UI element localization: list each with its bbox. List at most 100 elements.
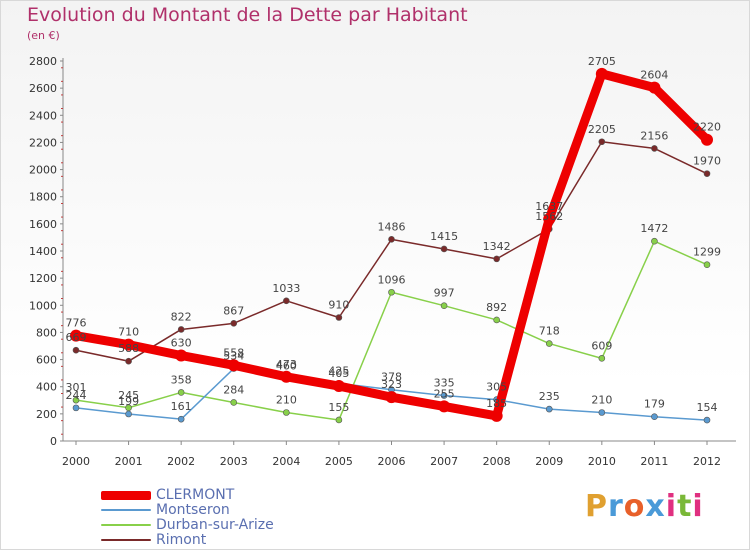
data-label: 1299: [693, 246, 721, 259]
data-label: 185: [486, 397, 507, 410]
y-tick-label: 800: [36, 326, 57, 339]
data-point: [595, 67, 608, 80]
data-label: 997: [434, 287, 455, 300]
chart-subtitle: (en €): [27, 29, 60, 42]
data-label: 154: [697, 401, 718, 414]
logo-letter: o: [623, 489, 646, 524]
series-line-rimont: [75, 141, 708, 362]
data-point: [227, 359, 240, 372]
y-tick-label: 1600: [29, 218, 57, 231]
legend-label: CLERMONT: [156, 487, 235, 503]
data-label: 1033: [272, 282, 300, 295]
data-label: 155: [328, 401, 349, 414]
data-point: [438, 400, 451, 413]
data-label: 2220: [693, 121, 721, 134]
data-label: 892: [486, 301, 507, 314]
data-point: [703, 416, 711, 424]
data-point: [598, 355, 606, 362]
y-tick-label: 2800: [29, 55, 57, 68]
y-tick-label: 0: [50, 435, 57, 448]
data-label: 425: [328, 364, 349, 377]
data-point: [125, 357, 132, 365]
data-point: [598, 138, 606, 146]
logo-letter: r: [608, 489, 624, 524]
data-point: [125, 410, 132, 418]
data-label: 179: [644, 398, 665, 411]
data-label: 1637: [535, 200, 563, 213]
data-point: [385, 391, 398, 404]
data-label: 358: [171, 373, 192, 386]
data-point: [440, 302, 448, 309]
y-tick-label: 2400: [29, 109, 57, 122]
x-tick-label: 2012: [693, 455, 721, 468]
legend-swatch: [101, 490, 151, 500]
x-tick-label: 2011: [640, 455, 668, 468]
x-tick-label: 2002: [167, 455, 195, 468]
x-tick-label: 2003: [220, 455, 248, 468]
logo-letter: t: [677, 489, 693, 524]
y-tick-label: 2000: [29, 164, 57, 177]
proxiti-logo: Proxiti: [585, 489, 704, 524]
data-label: 284: [223, 383, 244, 396]
x-tick-label: 2000: [62, 455, 90, 468]
legend-swatch: [101, 539, 151, 541]
data-point: [388, 288, 395, 296]
data-point: [283, 409, 290, 416]
data-label: 244: [66, 389, 87, 402]
data-point: [651, 237, 658, 245]
data-label: 460: [276, 360, 297, 373]
data-point: [598, 409, 606, 416]
data-label: 235: [539, 390, 560, 403]
y-tick-label: 1800: [29, 191, 57, 204]
data-label: 2705: [588, 55, 616, 68]
data-point: [283, 297, 290, 305]
data-point: [703, 170, 711, 177]
logo-letter: i: [692, 489, 704, 524]
data-label: 2156: [640, 129, 668, 142]
legend-swatch: [101, 524, 151, 526]
data-label: 161: [171, 400, 192, 413]
logo-letter: i: [665, 489, 678, 524]
data-label: 630: [171, 337, 192, 350]
data-label: 1342: [483, 240, 511, 253]
data-label: 710: [118, 326, 139, 339]
data-label: 867: [223, 304, 244, 317]
legend-label: Durban-sur-Arize: [156, 517, 274, 533]
data-label: 1562: [535, 210, 563, 223]
data-point: [230, 320, 238, 327]
data-label: 609: [591, 339, 612, 352]
x-tick-label: 2004: [272, 455, 300, 468]
data-point: [177, 326, 185, 333]
y-tick-label: 600: [36, 354, 57, 367]
data-point: [648, 81, 661, 94]
legend-label: Rimont: [156, 532, 207, 548]
data-label: 1472: [640, 222, 668, 235]
x-tick-label: 2008: [483, 455, 511, 468]
data-point: [280, 370, 293, 383]
data-label: 718: [539, 325, 560, 338]
data-point: [651, 413, 658, 421]
data-label: 558: [223, 346, 244, 359]
x-tick-label: 2007: [430, 455, 458, 468]
data-point: [332, 380, 345, 393]
data-point: [70, 329, 82, 342]
legend-swatch: [101, 509, 151, 511]
x-tick-label: 2005: [325, 455, 353, 468]
data-label: 473: [276, 358, 297, 371]
legend-item: Durban-sur-Arize: [101, 517, 274, 533]
data-label: 1970: [693, 155, 721, 168]
data-label: 210: [276, 394, 297, 407]
data-point: [177, 415, 185, 423]
data-label: 669: [66, 331, 87, 344]
data-label: 405: [328, 367, 349, 380]
x-tick-label: 2006: [378, 455, 406, 468]
data-label: 2205: [588, 123, 616, 136]
data-point: [440, 245, 448, 253]
data-point: [72, 396, 80, 404]
data-label: 1486: [378, 220, 406, 233]
x-tick-label: 2001: [115, 455, 143, 468]
data-point: [230, 399, 238, 406]
data-point: [651, 145, 658, 152]
